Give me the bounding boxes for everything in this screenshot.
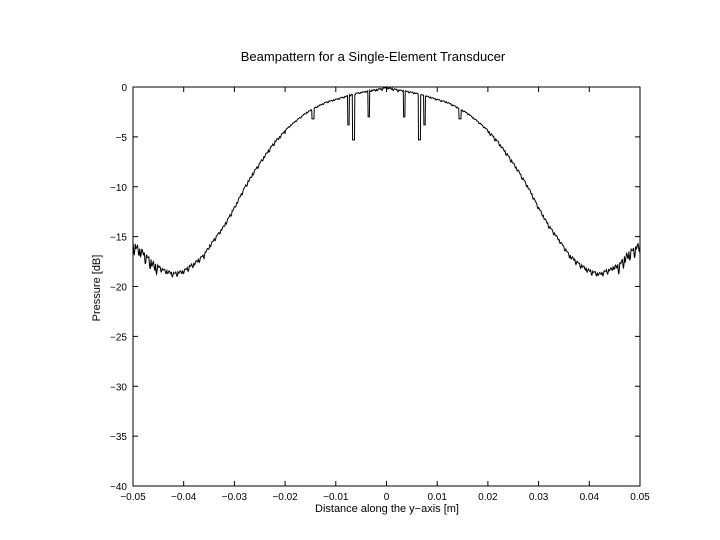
y-tick-label: −35 xyxy=(110,432,127,443)
x-tick-label: −0.02 xyxy=(272,492,298,503)
y-tick-label: −40 xyxy=(110,482,127,493)
y-tick-label: −5 xyxy=(116,133,128,144)
x-tick-label: −0.01 xyxy=(323,492,349,503)
y-tick-label: −15 xyxy=(110,233,127,244)
x-tick-label: 0.02 xyxy=(478,492,498,503)
x-tick-label: −0.04 xyxy=(171,492,197,503)
y-tick-label: −10 xyxy=(110,183,127,194)
x-axis-label: Distance along the y−axis [m] xyxy=(315,503,459,515)
x-tick-label: 0 xyxy=(384,492,390,503)
y-tick-label: −30 xyxy=(110,382,127,393)
plot-area xyxy=(132,86,641,487)
x-tick-label: 0.01 xyxy=(427,492,447,503)
chart-title: Beampattern for a Single-Element Transdu… xyxy=(241,49,506,64)
axis-tick-labels: −0.05 −0.04 −0.03 −0.02 −0.01 0 0.01 0.02 0.03 0.… xyxy=(110,83,650,503)
x-tick-label: 0.04 xyxy=(580,492,600,503)
x-tick-label: 0.05 xyxy=(630,492,650,503)
x-tick-label: 0.03 xyxy=(529,492,549,503)
x-tick-label: −0.05 xyxy=(120,492,146,503)
beampattern-line xyxy=(132,85,641,278)
y-axis-label: Pressure [dB] xyxy=(91,255,103,322)
axis-ticks xyxy=(132,86,641,487)
y-tick-label: 0 xyxy=(121,83,127,94)
y-tick-label: −25 xyxy=(110,332,127,343)
y-tick-label: −20 xyxy=(110,283,127,294)
x-tick-label: −0.03 xyxy=(222,492,248,503)
